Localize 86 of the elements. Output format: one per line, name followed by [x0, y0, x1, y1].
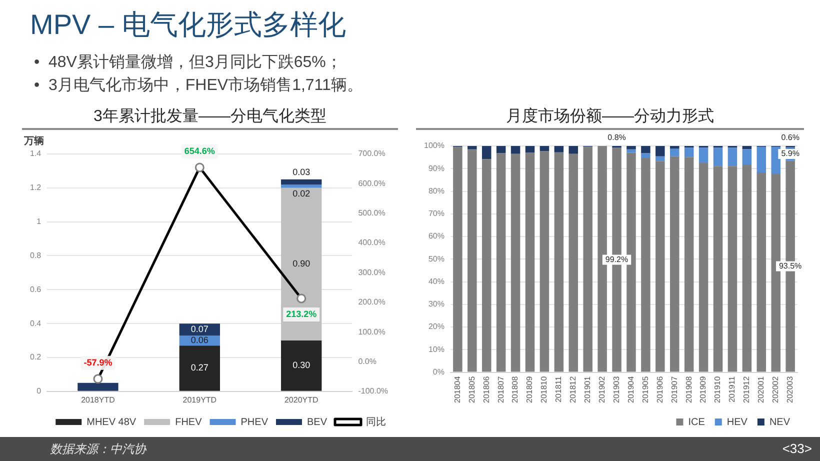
x-tick-label: 201910: [713, 376, 722, 404]
y-tick-label: 100%: [424, 141, 444, 150]
x-tick-label: 202002: [771, 376, 780, 404]
y-tick-label: 10%: [428, 344, 444, 354]
data-label: 213.2%: [286, 308, 317, 319]
x-tick-label: 201805: [467, 376, 476, 404]
x-tick-label: 201911: [728, 376, 737, 402]
y2-tick-label: 0.0%: [358, 356, 376, 366]
x-tick-label: 202003: [786, 376, 795, 404]
data-label: 0.06: [190, 335, 208, 346]
x-tick-label: 202001: [756, 376, 766, 404]
chart-title: 月度市场份额——分动力形式: [416, 106, 804, 130]
data-label: 93.5%: [778, 261, 802, 270]
y-tick-label: 0.6: [30, 284, 42, 294]
legend-label: 同比: [366, 416, 386, 428]
x-tick-label: 201903: [612, 376, 621, 404]
y-tick-label: 0.4: [30, 318, 42, 328]
chart-title: 3年累计批发量——分电气化类型: [22, 106, 398, 130]
x-tick-label: 201806: [482, 376, 491, 404]
y-tick-label: 0.2: [30, 352, 42, 362]
x-tick-label: 201812: [568, 376, 578, 404]
y-tick-label: 30%: [428, 300, 444, 309]
x-tick-label: 201808: [510, 376, 520, 404]
x-tick-label: 2020YTD: [284, 395, 318, 404]
text: <33>: [782, 440, 812, 458]
source-note: 数据来源：中汽协: [50, 441, 146, 457]
data-label: 0.8%: [608, 133, 626, 142]
data-label: 0.07: [190, 324, 208, 334]
y2-tick-label: -100.0%: [358, 386, 388, 396]
y-tick-label: 0.8: [30, 250, 42, 260]
y-tick-label: 70%: [428, 209, 444, 218]
x-tick-label: 2019YTD: [182, 395, 217, 404]
legend-label: HEV: [726, 416, 748, 428]
legend-label: FHEV: [175, 416, 202, 428]
y-tick-label: 90%: [428, 164, 444, 173]
y2-tick-label: 700.0%: [358, 149, 386, 158]
y-tick-label: 80%: [428, 186, 444, 196]
data-label: 0.30: [292, 360, 310, 370]
legend-label: PHEV: [240, 416, 268, 428]
data-label: 0.27: [190, 362, 208, 373]
legend-label: NEV: [769, 416, 790, 428]
data-label: 0.90: [292, 258, 310, 269]
x-tick-label: 201912: [742, 376, 752, 404]
text: • 48V累计销量微增，但3月同比下跌65%；: [34, 52, 342, 73]
data-label: 654.6%: [184, 146, 215, 156]
legend-label: ICE: [688, 416, 706, 428]
y-tick-label: 1.2: [30, 183, 42, 192]
x-tick-label: 201908: [684, 376, 694, 404]
y2-tick-label: 200.0%: [358, 298, 386, 307]
y2-tick-label: 500.0%: [358, 208, 386, 218]
y-tick-label: 1: [36, 217, 42, 226]
x-tick-label: 201809: [525, 376, 534, 404]
text: • 3月电气化市场中，FHEV市场销售1,711辆。: [34, 76, 363, 96]
y-tick-label: 40%: [428, 276, 444, 286]
data-label: 0.6%: [781, 133, 800, 142]
x-tick-label: 201807: [496, 376, 506, 404]
x-tick-label: 201907: [670, 376, 679, 404]
x-tick-label: 201905: [640, 376, 650, 404]
y-tick-label: 0: [36, 386, 42, 396]
x-tick-label: 201909: [698, 376, 708, 404]
data-label: 5.9%: [781, 149, 800, 158]
y-axis-title: 万辆: [23, 134, 44, 147]
legend-label: BEV: [306, 416, 328, 428]
y-tick-label: 60%: [428, 232, 444, 241]
y-tick-label: 50%: [428, 254, 444, 264]
y-tick-label: 20%: [428, 322, 444, 332]
text: MPV – 电气化形式多样化: [30, 8, 346, 42]
data-label: 0.03: [292, 166, 310, 177]
x-tick-label: 201902: [598, 376, 607, 404]
x-tick-label: 201906: [655, 376, 664, 404]
x-tick-label: 201804: [452, 376, 462, 404]
y2-tick-label: 300.0%: [358, 268, 386, 277]
data-label: -57.9%: [84, 357, 112, 368]
x-tick-label: 201811: [554, 376, 564, 402]
y2-tick-label: 100.0%: [358, 327, 386, 336]
legend-label: MHEV 48V: [86, 416, 136, 428]
x-tick-label: 201810: [540, 376, 549, 404]
x-tick-label: 2018YTD: [81, 395, 116, 404]
y-tick-label: 1.4: [30, 149, 42, 158]
x-tick-label: 201904: [626, 376, 636, 404]
data-label: 99.2%: [605, 255, 628, 264]
y2-tick-label: 400.0%: [358, 238, 386, 248]
data-label: 0.02: [292, 188, 310, 198]
y-tick-label: 0%: [432, 368, 444, 377]
x-tick-label: 201901: [583, 376, 592, 404]
y2-tick-label: 600.0%: [358, 178, 386, 188]
